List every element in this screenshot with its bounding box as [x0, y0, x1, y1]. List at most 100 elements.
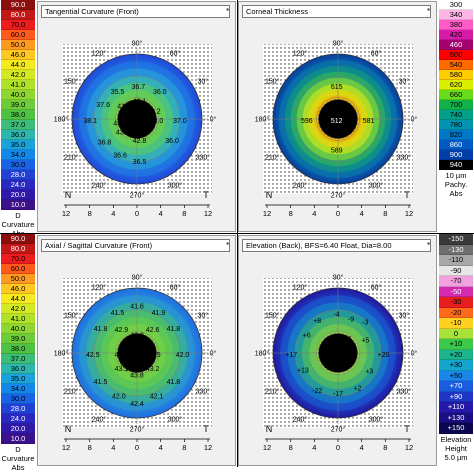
- angle-label: 60°: [371, 50, 382, 58]
- ruler-tick-label: 4: [111, 443, 115, 452]
- map-value: 512: [331, 118, 343, 125]
- map-value: 581: [363, 118, 375, 125]
- scale-step: 24.0: [1, 180, 35, 190]
- angle-label: 150°: [265, 78, 280, 86]
- tangential-curvature-panel: Tangential Curvature (Front) 90° 270° 180°…: [37, 1, 236, 232]
- scale-caption: Abs: [11, 463, 25, 472]
- scale-step: 740: [439, 110, 473, 120]
- map-value: 42.5: [86, 352, 100, 359]
- scale-step: 10.0: [1, 200, 35, 210]
- scale-step: -10: [439, 318, 473, 329]
- scale-step: 60.0: [1, 264, 35, 274]
- map-value: 41.9: [152, 310, 166, 317]
- panel-menu-icon[interactable]: ▪: [427, 5, 430, 14]
- map-value: +17: [285, 352, 297, 359]
- scale-step: 39.0: [1, 334, 35, 344]
- panel-menu-icon[interactable]: ▪: [427, 239, 430, 248]
- ruler-tick-label: 8: [383, 209, 387, 218]
- map-type-selector[interactable]: Elevation (Back), BFS=6.40 Float, Dia=8.…: [242, 239, 431, 252]
- scale-step: 50.0: [1, 40, 35, 50]
- angle-label: 270°: [331, 426, 346, 434]
- scale-step: 380: [439, 20, 473, 30]
- ruler-tick-label: 8: [383, 443, 387, 452]
- map-value: -17: [333, 391, 343, 398]
- scale-step: 24.0: [1, 414, 35, 424]
- scale-step: 10.0: [1, 434, 35, 444]
- map-value: -2: [324, 365, 330, 372]
- map-value: 44.1: [131, 118, 145, 125]
- angle-label: 150°: [265, 312, 280, 320]
- scale-step: +130: [439, 412, 473, 423]
- map-value: 44.1: [130, 352, 144, 359]
- ruler-tick-label: 0: [135, 209, 139, 218]
- scale-caption: Pachy.: [444, 180, 468, 189]
- ruler-tick-label: 0: [336, 443, 340, 452]
- map-value: 42.2: [147, 109, 161, 116]
- scale-step: 44.0: [1, 294, 35, 304]
- scale-step: 820: [439, 130, 473, 140]
- scale-step: 80.0: [1, 10, 35, 20]
- map-type-selector[interactable]: Tangential Curvature (Front): [41, 5, 230, 18]
- angle-label: 30°: [399, 312, 410, 320]
- vertical-divider: [237, 0, 238, 467]
- ruler-tick-label: 8: [182, 209, 186, 218]
- angle-label: 60°: [371, 284, 382, 292]
- scale-step: 41.0: [1, 314, 35, 324]
- scale-step: +110: [439, 402, 473, 413]
- map-type-selector[interactable]: Axial / Sagittal Curvature (Front): [41, 239, 230, 252]
- curvature-color-scale: 90.0 80.0 70.0 60.0 50.0 46.0 44.0 42.0 41.0 40.0…: [0, 0, 36, 238]
- axial-curvature-panel: Axial / Sagittal Curvature (Front) 90° 27…: [37, 235, 236, 466]
- map-value: +8: [313, 318, 321, 325]
- map-value: -9: [348, 317, 354, 324]
- scale-step: 37.0: [1, 120, 35, 130]
- map-value: 37.0: [173, 118, 187, 125]
- scale-step: 660: [439, 90, 473, 100]
- angle-label: 210°: [64, 388, 79, 396]
- scale-step: 20.0: [1, 424, 35, 434]
- scale-step: 780: [439, 120, 473, 130]
- map-value: 43.1: [115, 366, 129, 373]
- scale-step: 340: [439, 10, 473, 20]
- map-value: 41.9: [117, 104, 131, 111]
- pupil-outline: [318, 99, 358, 139]
- map-value: -1: [335, 352, 341, 359]
- ruler-tick-label: 12: [263, 209, 271, 218]
- scale-step: 35.0: [1, 140, 35, 150]
- map-value: 41.8: [167, 379, 181, 386]
- scale-step: 540: [439, 60, 473, 70]
- map-value: +5: [361, 338, 369, 345]
- angle-label: 120°: [92, 50, 107, 58]
- temporal-label: T: [404, 190, 410, 200]
- temporal-label: T: [203, 190, 209, 200]
- scale-step: -110: [439, 255, 473, 266]
- map-value: 36.5: [133, 159, 147, 166]
- scale-caption: Curvature: [1, 454, 35, 463]
- map-value: 41.5: [111, 310, 125, 317]
- scale-caption: D: [15, 445, 21, 454]
- pupil-outline: [318, 333, 358, 373]
- scale-step: 900: [439, 150, 473, 160]
- scale-step: 42.0: [1, 70, 35, 80]
- map-value: 43.8: [130, 373, 144, 380]
- angle-label: 90°: [132, 40, 143, 48]
- map-value: 43.0: [150, 118, 164, 125]
- nasal-label: N: [266, 424, 273, 434]
- ruler-tick-label: 4: [360, 209, 364, 218]
- panel-menu-icon[interactable]: ▪: [226, 239, 229, 248]
- angle-label: 210°: [64, 154, 79, 162]
- scale-step: 44.0: [1, 60, 35, 70]
- scale-step: -130: [439, 244, 473, 255]
- panel-menu-icon[interactable]: ▪: [226, 5, 229, 14]
- nasal-label: N: [266, 190, 273, 200]
- angle-label: 0°: [210, 116, 217, 124]
- map-type-selector[interactable]: Corneal Thickness: [242, 5, 431, 18]
- scale-step: 70.0: [1, 254, 35, 264]
- angle-label: 90°: [333, 274, 344, 282]
- scale-step: 60.0: [1, 30, 35, 40]
- angle-label: 150°: [64, 312, 79, 320]
- scale-caption: D: [15, 211, 21, 220]
- ruler-tick-label: 8: [289, 209, 293, 218]
- angle-label: 240°: [293, 415, 308, 423]
- ruler-tick-label: 4: [111, 209, 115, 218]
- map-value: 43.2: [146, 366, 160, 373]
